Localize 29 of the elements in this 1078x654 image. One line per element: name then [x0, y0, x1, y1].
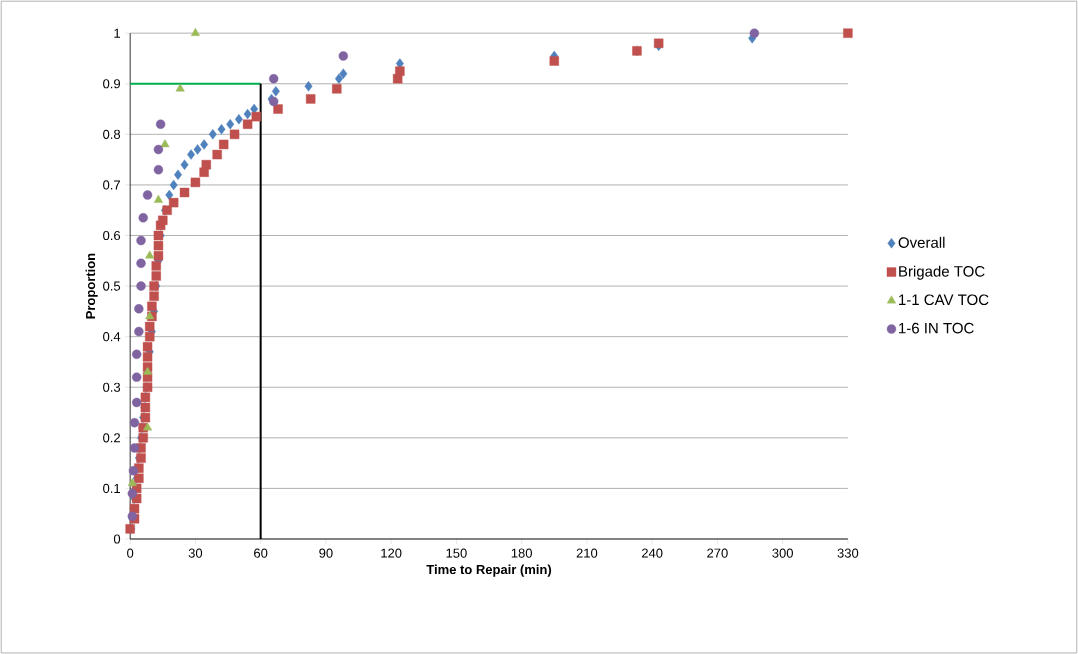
legend-label: Overall: [898, 236, 945, 248]
x-tick-label: 240: [641, 548, 663, 558]
y-tick-label: 0.9: [103, 79, 121, 89]
x-tick-label: 150: [446, 548, 467, 558]
legend-label: Brigade TOC: [899, 265, 985, 280]
x-axis-title: Time to Repair (min): [426, 564, 552, 577]
y-tick-label: 0.3: [103, 382, 121, 392]
y-axis-title: Proportion: [85, 253, 98, 319]
y-tick-label: 0: [113, 534, 121, 544]
y-tick-label: 0.7: [103, 180, 120, 190]
y-tick-label: 0.1: [103, 483, 120, 493]
y-tick-label: 0.2: [103, 433, 120, 443]
x-tick-label: 180: [511, 548, 532, 558]
x-tick-label: 210: [576, 548, 598, 558]
y-tick-label: 0.5: [103, 281, 121, 291]
y-tick-label: 0.6: [103, 230, 121, 241]
x-tick-label: 300: [772, 548, 793, 558]
y-tick-label: 0.4: [103, 332, 121, 342]
y-tick-label: 1: [114, 28, 120, 38]
x-tick-label: 30: [188, 548, 203, 558]
legend-label: 1-6 IN TOC: [899, 322, 974, 334]
legend-label: 1-1 CAV TOC: [899, 294, 989, 306]
y-tick-label: 0.8: [103, 129, 121, 139]
x-tick-label: 0: [127, 548, 134, 558]
x-tick-label: 90: [319, 548, 333, 558]
x-tick-label: 120: [381, 548, 402, 558]
x-tick-label: 330: [837, 548, 859, 558]
x-tick-label: 60: [254, 548, 268, 558]
x-tick-label: 270: [707, 548, 728, 558]
